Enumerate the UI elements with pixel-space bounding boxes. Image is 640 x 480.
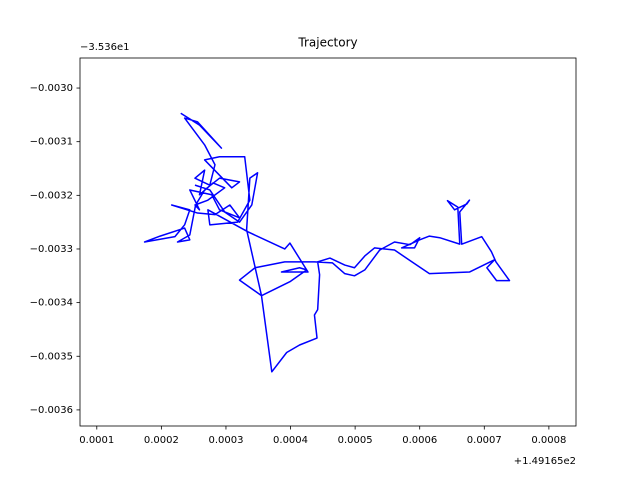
y-tick-label: −0.0031	[30, 137, 73, 148]
x-tick-label: 0.0006	[402, 435, 437, 446]
x-tick-label: 0.0005	[338, 435, 373, 446]
x-tick-label: 0.0008	[531, 435, 566, 446]
x-tick-label: 0.0007	[467, 435, 502, 446]
y-tick-label: −0.0030	[30, 83, 73, 94]
plot-frame	[79, 57, 577, 427]
y-offset-label: −3.536e1	[80, 42, 130, 53]
y-tick-label: −0.0032	[30, 190, 73, 201]
x-offset-label: +1.49165e2	[514, 456, 576, 467]
x-tick-label: 0.0001	[79, 435, 114, 446]
x-tick-label: 0.0002	[144, 435, 179, 446]
y-tick-label: −0.0033	[30, 244, 73, 255]
y-tick-label: −0.0034	[30, 298, 73, 309]
x-tick-label: 0.0003	[208, 435, 243, 446]
chart-title: Trajectory	[297, 36, 357, 50]
trajectory-line	[143, 112, 511, 373]
y-tick-label: −0.0035	[30, 351, 73, 362]
x-tick-label: 0.0004	[273, 435, 308, 446]
y-tick-label: −0.0036	[30, 405, 73, 416]
